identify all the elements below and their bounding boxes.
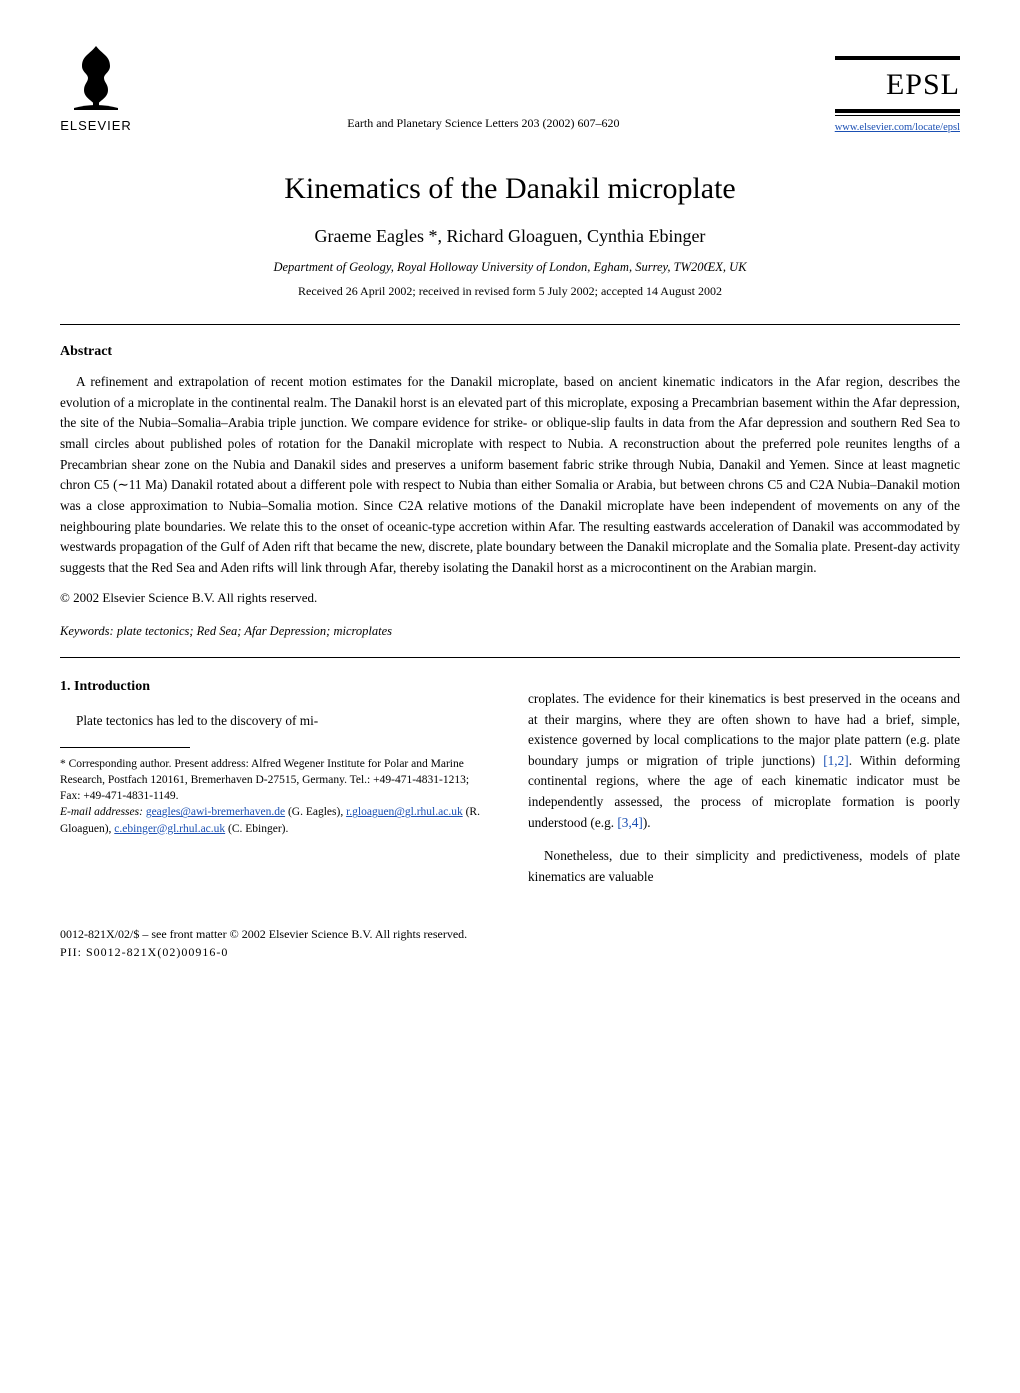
journal-brand-block: EPSL www.elsevier.com/locate/epsl [835, 54, 960, 136]
keywords-text: plate tectonics; Red Sea; Afar Depressio… [117, 624, 392, 638]
email-link-gloaguen[interactable]: r.gloaguen@gl.rhul.ac.uk [346, 806, 463, 818]
article-title: Kinematics of the Danakil microplate [60, 166, 960, 211]
pii-line: PII: S0012-821X(02)00916-0 [60, 943, 960, 961]
journal-brand: EPSL [835, 62, 960, 107]
section-1-heading: 1. Introduction [60, 676, 492, 698]
email-name-ebinger: (C. Ebinger). [225, 823, 288, 835]
citation-ref-1-2[interactable]: [1,2] [823, 753, 848, 768]
right-column: croplates. The evidence for their kinema… [528, 676, 960, 901]
email-name-eagles: (G. Eagles), [285, 806, 343, 818]
intro-para-right-2: Nonetheless, due to their simplicity and… [528, 846, 960, 887]
email-link-ebinger[interactable]: c.ebinger@gl.rhul.ac.uk [114, 823, 225, 835]
header: ELSEVIER Earth and Planetary Science Let… [60, 40, 960, 136]
footnote-rule [60, 747, 190, 748]
footnote-emails: E-mail addresses: geagles@awi-bremerhave… [60, 804, 492, 836]
brand-rule-mid [835, 109, 960, 113]
rule-above-abstract [60, 324, 960, 325]
intro-para-left: Plate tectonics has led to the discovery… [60, 711, 492, 732]
publisher-logo-block: ELSEVIER [60, 40, 132, 136]
footnote-corr-address: * Corresponding author. Present address:… [60, 756, 492, 804]
journal-url-link[interactable]: www.elsevier.com/locate/epsl [835, 120, 960, 136]
intro-para-right-1: croplates. The evidence for their kinema… [528, 689, 960, 833]
publisher-label: ELSEVIER [60, 116, 132, 136]
body-columns: 1. Introduction Plate tectonics has led … [60, 676, 960, 901]
citation-ref-3-4[interactable]: [3,4] [617, 815, 642, 830]
journal-citation: Earth and Planetary Science Letters 203 … [132, 114, 835, 132]
keywords-label: Keywords: [60, 624, 114, 638]
intro-text-1c: ). [643, 815, 651, 830]
left-column: 1. Introduction Plate tectonics has led … [60, 676, 492, 901]
brand-rule-bottom [835, 115, 960, 116]
abstract-heading: Abstract [60, 341, 960, 362]
corresponding-author-footnote: * Corresponding author. Present address:… [60, 756, 492, 836]
email-label: E-mail addresses: [60, 806, 143, 818]
elsevier-tree-icon [60, 40, 132, 112]
email-link-eagles[interactable]: geagles@awi-bremerhaven.de [146, 806, 285, 818]
authors: Graeme Eagles *, Richard Gloaguen, Cynth… [60, 223, 960, 250]
abstract-copyright: © 2002 Elsevier Science B.V. All rights … [60, 588, 960, 608]
article-dates: Received 26 April 2002; received in revi… [60, 282, 960, 300]
rule-below-keywords [60, 657, 960, 658]
brand-rule-top [835, 56, 960, 60]
front-matter-line: 0012-821X/02/$ – see front matter © 2002… [60, 925, 960, 943]
abstract-body: A refinement and extrapolation of recent… [60, 372, 960, 578]
keywords: Keywords: plate tectonics; Red Sea; Afar… [60, 622, 960, 641]
affiliation: Department of Geology, Royal Holloway Un… [60, 258, 960, 277]
